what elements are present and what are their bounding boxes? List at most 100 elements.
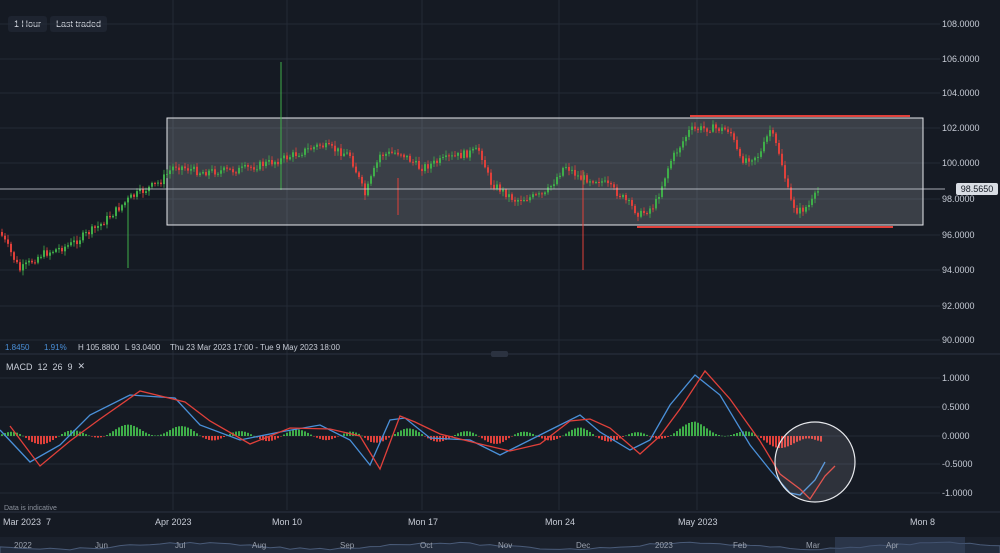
histogram-bar [202, 436, 204, 438]
histogram-bar [37, 436, 39, 444]
histogram-bar [655, 436, 657, 439]
macd-tick: 0.0000 [942, 431, 970, 441]
candle [691, 126, 693, 130]
candle [10, 243, 12, 253]
candle [682, 141, 684, 148]
candle [520, 199, 522, 202]
candle [646, 212, 648, 214]
histogram-bar [667, 436, 669, 437]
histogram-bar [220, 436, 222, 439]
histogram-bar [274, 436, 276, 440]
histogram-bar [187, 427, 189, 436]
histogram-bar [301, 430, 303, 436]
candle [673, 152, 675, 161]
candle [625, 194, 627, 201]
candle [76, 240, 78, 245]
histogram-bar [238, 431, 240, 436]
candle [115, 207, 117, 216]
candle [403, 154, 405, 158]
histogram-bar [76, 430, 78, 436]
histogram-bar [154, 435, 156, 436]
candle [388, 151, 390, 154]
histogram-bar [502, 436, 504, 442]
histogram-bar [487, 436, 489, 442]
candles [1, 62, 819, 276]
candle [496, 184, 498, 189]
histogram-bar [298, 429, 300, 436]
histogram-bar [580, 427, 582, 436]
candle [757, 156, 759, 158]
candle [535, 194, 537, 196]
candle [619, 195, 621, 198]
macd-line [0, 374, 826, 496]
histogram-bar [166, 431, 168, 436]
price-tick: 104.0000 [942, 88, 980, 98]
signal-line [9, 369, 836, 501]
candle [568, 166, 570, 171]
histogram-bar [613, 436, 615, 441]
candle [697, 128, 699, 131]
histogram-bar [55, 436, 57, 439]
candle [772, 130, 774, 134]
histogram-bar [640, 432, 642, 436]
histogram-bar [739, 432, 741, 436]
candle [4, 235, 6, 240]
histogram-bar [721, 435, 723, 437]
histogram-bar [190, 429, 192, 436]
histogram-bar [562, 435, 564, 437]
candle [169, 170, 171, 175]
histogram-bar [49, 436, 51, 442]
candle [289, 157, 291, 160]
candle [322, 145, 324, 148]
candle [232, 169, 234, 173]
close-icon[interactable]: ✕ [77, 361, 86, 371]
candle [151, 182, 153, 187]
candle [376, 162, 378, 168]
candle [526, 199, 528, 201]
histogram-bar [127, 424, 129, 436]
histogram-bar [385, 436, 387, 440]
navigator-label: Nov [498, 541, 513, 550]
histogram-bar [745, 431, 747, 436]
histogram-bar [64, 432, 66, 436]
histogram-bar [673, 433, 675, 436]
histogram-bar [661, 436, 663, 439]
histogram-bar [514, 434, 516, 436]
histogram-bar [259, 436, 261, 440]
candle [331, 144, 333, 146]
navigator-label: 2022 [14, 541, 32, 550]
histogram-bar [670, 435, 672, 436]
candle [187, 168, 189, 171]
candle [790, 187, 792, 200]
candle [562, 167, 564, 176]
candle [256, 169, 258, 171]
histogram-bar [817, 436, 819, 441]
macd-legend[interactable]: MACD 12 26 9 ✕ [6, 361, 85, 372]
candle [13, 252, 15, 260]
candle [694, 126, 696, 129]
candle [85, 232, 87, 234]
candle [274, 161, 276, 165]
histogram-bar [400, 430, 402, 436]
candle [358, 172, 360, 177]
histogram-bar [97, 436, 99, 438]
histogram-bar [697, 422, 699, 436]
histogram-bar [418, 432, 420, 436]
candle [664, 178, 666, 187]
histogram-bar [493, 436, 495, 444]
histogram-bar [625, 435, 627, 436]
candle [190, 169, 192, 171]
candle [154, 182, 156, 184]
candle [418, 160, 420, 169]
histogram-bar [766, 436, 768, 443]
macd-tick: -1.0000 [942, 488, 973, 498]
histogram-bar [376, 436, 378, 443]
histogram-bar [124, 424, 126, 436]
candle [487, 167, 489, 173]
candle [814, 192, 816, 199]
candle [91, 226, 93, 235]
price-tick: 108.0000 [942, 19, 980, 29]
histogram-bar [244, 431, 246, 436]
candle [784, 165, 786, 179]
